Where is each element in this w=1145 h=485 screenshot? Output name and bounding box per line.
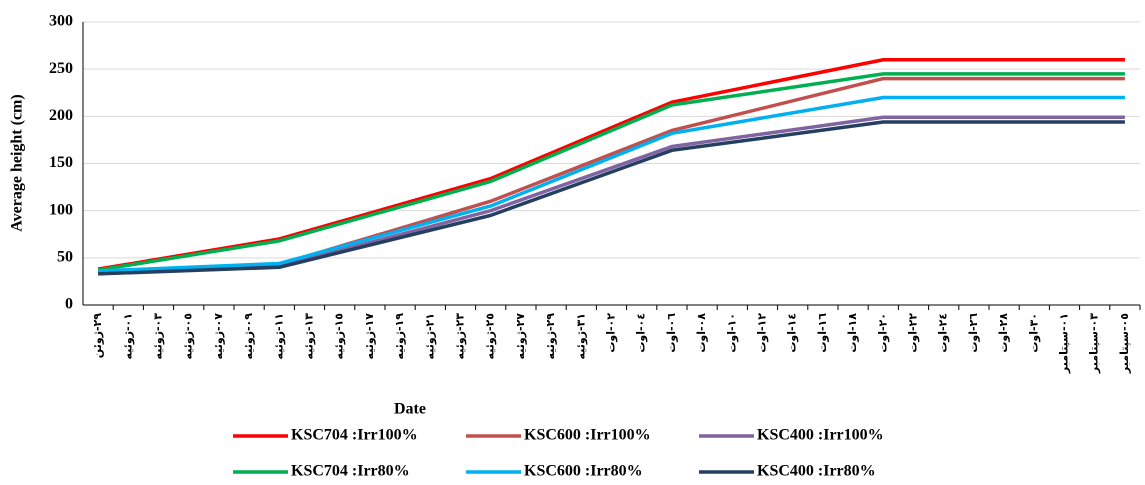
y-tick-label: 250 [49, 60, 73, 77]
legend-label: KSC600 :Irr80% [524, 463, 643, 480]
x-tick-label: ٠١-سپتامبر [1058, 313, 1071, 374]
y-tick-label: 200 [49, 107, 73, 124]
x-tick-label: ٠٥-سپتامبر [1118, 313, 1131, 374]
x-tick-label: ٢٢-اوت [907, 313, 920, 353]
legend-label: KSC400 :Irr100% [757, 427, 884, 444]
x-tick-label: ٠٩-ژوئیه [242, 313, 255, 360]
x-tick-label: ٢٧-ژوئیه [514, 313, 527, 360]
x-tick-label: ١٧-ژوئیه [363, 313, 376, 360]
x-tick-label: ٣١-ژوئیه [574, 313, 587, 359]
x-tick-label: ١٥-ژوئیه [333, 313, 346, 360]
x-tick-label: ٠٨-اوت [695, 313, 708, 353]
x-tick-label: ٢٨-اوت [997, 313, 1010, 353]
y-tick-label: 0 [65, 296, 73, 313]
x-tick-label: ٢٩-ژوئیه [544, 313, 557, 360]
x-tick-label: ٠٢-اوت [605, 313, 618, 353]
x-tick-label: ١٠-اوت [725, 313, 738, 353]
series-line [98, 115, 1125, 274]
x-tick-label: ١٢-اوت [756, 313, 769, 353]
x-tick-label: ٠٣-سپتامبر [1088, 313, 1101, 374]
series-line [98, 95, 1125, 273]
y-tick-label: 300 [49, 13, 73, 30]
legend-label: KSC704 :Irr80% [291, 463, 410, 480]
legend-label: KSC400 :Irr80% [757, 463, 876, 480]
x-tick-label: ٠٦-اوت [665, 313, 678, 353]
x-tick-label: ١٩-ژوئیه [393, 313, 406, 360]
x-tick-label: ١١-ژوئیه [272, 313, 285, 359]
legend-label: KSC704 :Irr100% [291, 427, 418, 444]
x-tick-label: ٠١-ژوئیه [121, 313, 134, 359]
x-tick-label: ٢٦-اوت [967, 313, 980, 353]
x-tick-label: ٠٤-اوت [635, 313, 648, 353]
x-tick-label: ٢٩-ژوئن [91, 313, 104, 358]
x-tick-label: ١٨-اوت [846, 313, 859, 353]
x-tick-label: ٢٤-اوت [937, 313, 950, 353]
x-tick-label: ١٣-ژوئیه [303, 313, 316, 360]
x-tick-label: ٠٣-ژوئیه [152, 313, 165, 360]
x-tick-label: ٢١-ژوئیه [423, 313, 436, 359]
legend-label: KSC600 :Irr100% [524, 427, 651, 444]
x-tick-label: ٣٠-اوت [1027, 313, 1040, 353]
x-axis-title: Date [394, 401, 426, 418]
x-tick-label: ٢٣-ژوئیه [454, 313, 467, 360]
series-line [97, 57, 1125, 271]
x-tick-label: ١٦-اوت [816, 313, 829, 353]
x-tick-label: ٠٧-ژوئیه [212, 313, 225, 360]
x-tick-label: ٢٥-ژوئیه [484, 313, 497, 360]
series-line [97, 72, 1125, 272]
y-tick-label: 50 [57, 249, 73, 266]
y-tick-label: 150 [49, 154, 73, 171]
y-tick-label: 100 [49, 201, 73, 218]
x-tick-label: ١٤-اوت [786, 313, 799, 353]
y-axis-title: Average height (cm) [9, 94, 26, 231]
series-line [98, 120, 1125, 276]
x-tick-label: ٢٠-اوت [876, 313, 889, 353]
x-tick-label: ٠٥-ژوئیه [182, 313, 195, 360]
